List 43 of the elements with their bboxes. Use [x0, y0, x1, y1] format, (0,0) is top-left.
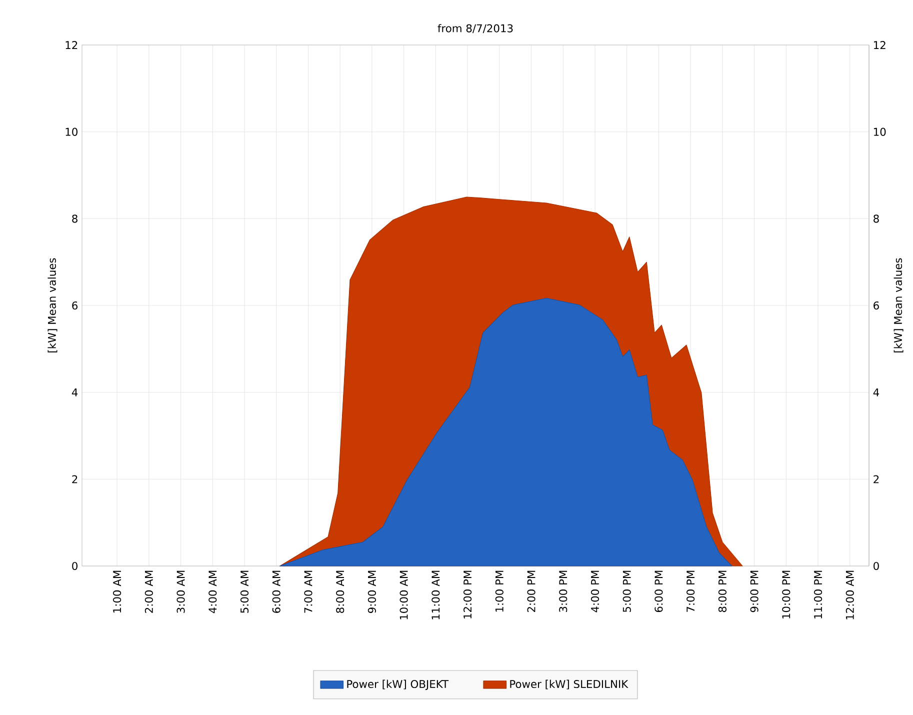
y-tick-label: 12 — [66, 41, 78, 49]
x-tick-label: 10:00 AM — [400, 570, 408, 620]
x-tick-label: 3:00 PM — [559, 570, 568, 612]
y-tick-label: 0 — [72, 562, 78, 570]
x-tick-label: 9:00 PM — [750, 570, 758, 612]
chart-title: from 8/7/2013 — [438, 24, 513, 34]
y2-tick-label: 0 — [874, 562, 879, 570]
x-tick-label: 1:00 PM — [495, 570, 504, 612]
y2-tick-label: 8 — [874, 214, 879, 223]
y2-tick-label: 10 — [874, 128, 886, 136]
y-tick-label: 8 — [72, 214, 78, 223]
legend-label: Power [kW] SLEDILNIK — [510, 680, 628, 690]
x-tick-label: 10:00 PM — [782, 570, 790, 618]
x-tick-label: 2:00 PM — [527, 570, 536, 612]
x-tick-label: 6:00 PM — [654, 570, 663, 612]
y2-axis-title: [kW] Mean values — [894, 258, 904, 352]
y2-tick-label: 6 — [874, 301, 879, 310]
y-tick-label: 4 — [72, 388, 78, 396]
x-tick-label: 5:00 PM — [622, 570, 631, 612]
x-tick-label: 12:00 PM — [464, 570, 472, 618]
x-tick-label: 2:00 AM — [144, 570, 153, 613]
x-tick-label: 1:00 AM — [113, 570, 122, 612]
x-tick-label: 4:00 AM — [208, 570, 217, 614]
x-tick-label: 12:00 AM — [846, 570, 854, 620]
y-axis-title: [kW] Mean values — [48, 258, 58, 352]
y2-tick-label: 2 — [874, 475, 879, 484]
y-tick-label: 2 — [72, 475, 78, 484]
x-tick-label: 8:00 AM — [336, 570, 344, 613]
y-tick-label: 10 — [66, 128, 78, 136]
x-tick-label: 4:00 PM — [590, 570, 600, 612]
x-tick-label: 7:00 AM — [304, 570, 312, 613]
x-tick-label: 5:00 AM — [240, 570, 249, 613]
y-tick-label: 6 — [72, 301, 78, 310]
x-tick-label: 11:00 AM — [432, 570, 440, 620]
y2-tick-label: 12 — [874, 41, 886, 49]
legend-label: Power [kW] OBJEKT — [347, 680, 449, 690]
x-tick-label: 3:00 AM — [176, 570, 185, 613]
y2-tick-label: 4 — [873, 388, 880, 396]
x-tick-label: 6:00 AM — [272, 570, 280, 613]
x-tick-label: 9:00 AM — [368, 570, 376, 613]
x-tick-label: 7:00 PM — [686, 570, 695, 612]
x-tick-label: 8:00 PM — [718, 570, 726, 612]
x-tick-label: 11:00 PM — [814, 570, 822, 618]
